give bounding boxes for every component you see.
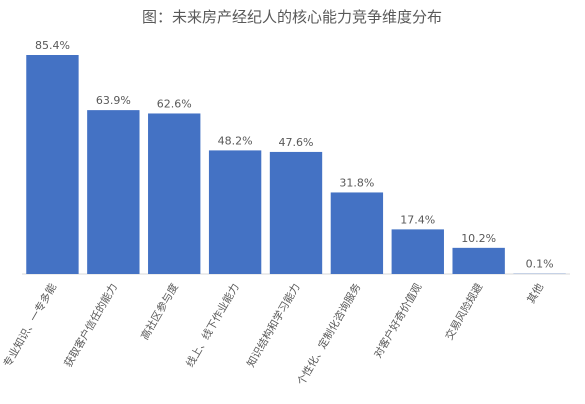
bar xyxy=(452,247,505,274)
x-tick-label: 获取客户信任的能力 xyxy=(61,281,120,369)
value-label: 31.8% xyxy=(339,176,374,189)
x-tick-label: 知识结构和学习能力 xyxy=(244,281,303,369)
bar xyxy=(208,150,262,274)
bar xyxy=(26,55,79,274)
value-label: 85.4% xyxy=(35,39,70,52)
chart-title: 图：未来房产经纪人的核心能力竞争维度分布 xyxy=(142,8,442,26)
bar xyxy=(148,113,201,274)
value-label: 62.6% xyxy=(157,97,192,110)
bar xyxy=(269,151,323,274)
value-label: 63.9% xyxy=(96,94,131,107)
x-tick-label: 其他 xyxy=(524,281,546,306)
x-tick-label: 线上、线下作业能力 xyxy=(183,281,242,369)
bar xyxy=(391,229,444,274)
value-label: 10.2% xyxy=(461,232,496,245)
x-tick-label: 对客户好奇价值观 xyxy=(371,281,425,361)
value-label: 48.2% xyxy=(218,134,253,147)
x-tick-label: 专业知识、一专多能 xyxy=(1,281,60,370)
x-tick-label: 高社区参与度 xyxy=(138,281,181,342)
x-tick-label: 交易风险规避 xyxy=(443,281,486,342)
bar xyxy=(330,192,384,274)
bar xyxy=(87,110,140,274)
value-label: 47.6% xyxy=(279,136,314,149)
value-label: 17.4% xyxy=(400,213,435,226)
value-label: 0.1% xyxy=(526,258,554,271)
x-tick-label: 个性化、定制化咨询服务 xyxy=(294,281,363,388)
